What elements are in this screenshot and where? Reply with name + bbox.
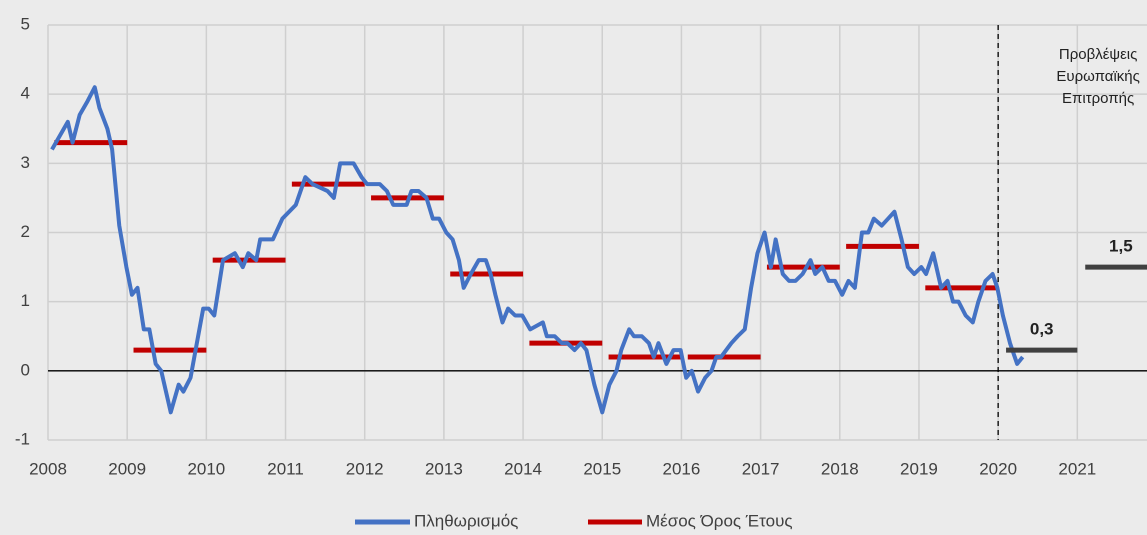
legend-label: Πληθωρισμός bbox=[414, 511, 518, 530]
annotation: Επιτροπής bbox=[1062, 90, 1134, 107]
y-tick-label: 5 bbox=[21, 14, 30, 33]
y-tick-label: 0 bbox=[21, 360, 30, 379]
x-tick-label: 2015 bbox=[583, 459, 621, 478]
y-tick-label: 4 bbox=[21, 84, 30, 103]
x-tick-label: 2011 bbox=[267, 459, 304, 478]
x-tick-label: 2010 bbox=[187, 459, 225, 478]
x-tick-label: 2020 bbox=[979, 459, 1017, 478]
x-tick-label: 2013 bbox=[425, 459, 463, 478]
x-tick-label: 2017 bbox=[742, 459, 780, 478]
x-tick-label: 2019 bbox=[900, 459, 938, 478]
forecast-label: 1,5 bbox=[1109, 237, 1133, 256]
x-tick-label: 2014 bbox=[504, 459, 542, 478]
x-tick-label: 2012 bbox=[346, 459, 384, 478]
legend-label: Μέσος Όρος Έτους bbox=[646, 511, 793, 530]
x-tick-label: 2021 bbox=[1058, 459, 1096, 478]
x-tick-label: 2008 bbox=[29, 459, 67, 478]
y-tick-label: 3 bbox=[21, 153, 30, 172]
y-tick-label: 2 bbox=[21, 222, 30, 241]
y-tick-label: -1 bbox=[15, 429, 30, 448]
x-tick-label: 2009 bbox=[108, 459, 146, 478]
y-tick-label: 1 bbox=[21, 291, 30, 310]
annotation: Ευρωπαϊκής bbox=[1056, 68, 1139, 85]
forecast-label: 0,3 bbox=[1030, 320, 1054, 339]
inflation-line bbox=[50, 85, 1025, 415]
annotation: Προβλέψεις bbox=[1059, 46, 1137, 63]
x-tick-label: 2018 bbox=[821, 459, 859, 478]
x-tick-label: 2016 bbox=[663, 459, 701, 478]
